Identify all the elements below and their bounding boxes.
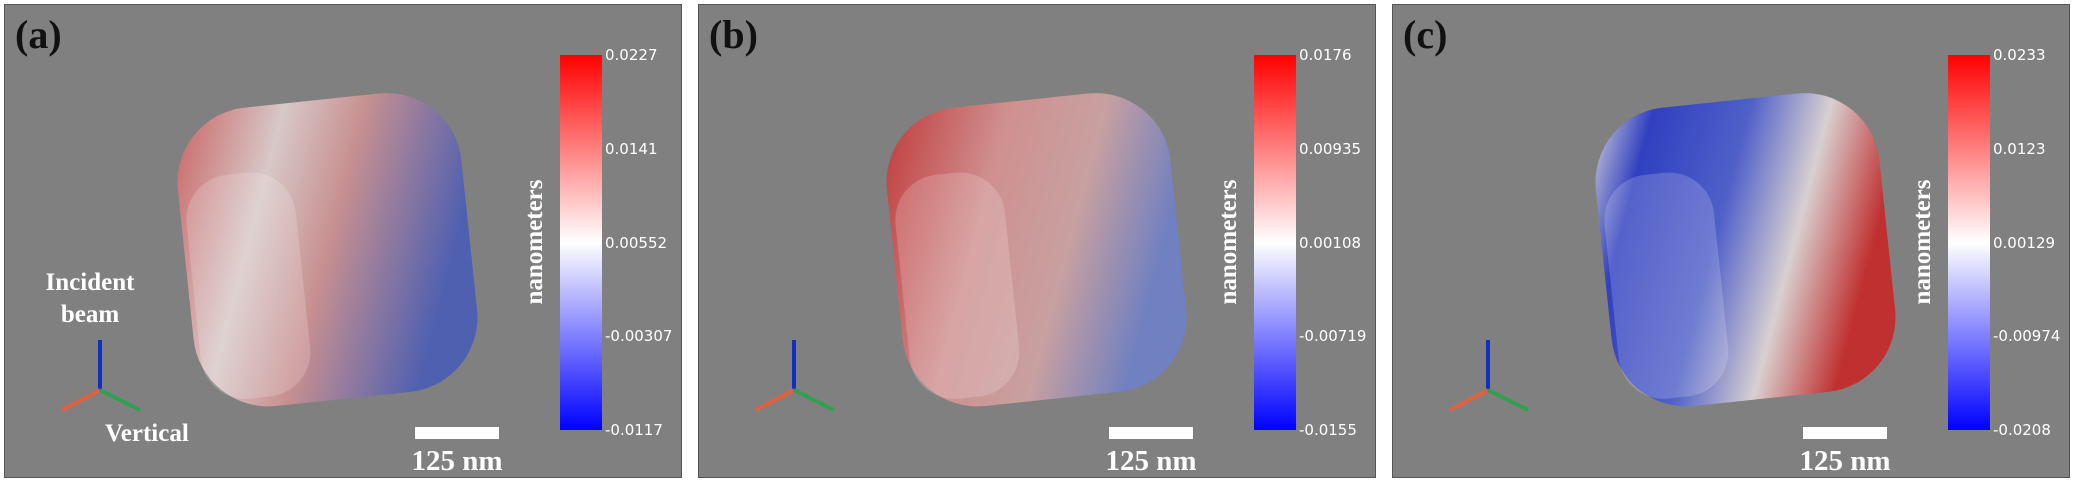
colorbar-tick-label: 0.00935 [1299,139,1362,158]
colorbar-tick-label: 0.0227 [605,46,658,64]
scale-bar [1109,427,1193,439]
particle [886,93,1187,407]
colorbar-tick-label: -0.00719 [1299,327,1367,346]
panel: (b) nanometers 0.0176 0.00935 0.00108 -0.0071… [698,4,1376,478]
scale-bar-label: 125 nm [411,445,503,477]
axis-x [755,388,795,412]
render [755,55,1296,439]
annotation: Incident beam [45,269,135,328]
particle-face [895,172,1020,399]
colorbar [1948,55,1990,430]
particle-face [186,172,311,399]
scale-bar [415,427,499,439]
colorbar-tick-label: 0.0141 [605,139,658,158]
scale-bar-label: 125 nm [1105,445,1197,477]
colorbar-tick-label: 0.0233 [1993,46,2046,64]
colorbar-tick-label: -0.00307 [605,327,673,346]
axis-y [1487,388,1529,412]
axis-y [793,388,835,412]
colorbar-tick-label: -0.0208 [1993,421,2051,439]
colorbar-tick-label: 0.0176 [1299,46,1352,64]
colorbar-tick-label: -0.0117 [605,421,663,439]
colorbar-tick-label: -0.0155 [1299,421,1357,439]
scale-bar-label: 125 nm [1799,445,1891,477]
scale-bar [1803,427,1887,439]
colorbar-title: nanometers [1909,179,1936,305]
axis-y [99,388,141,412]
colorbar-title: nanometers [521,179,548,305]
particle-face [1604,172,1729,399]
render [61,55,602,439]
axis-x [1449,388,1489,412]
annotation: Vertical [105,420,189,447]
panel: (c) nanometers 0.0233 0.0123 0.00129 -0.00974… [1392,4,2070,478]
axis-x [61,388,101,412]
particle [177,93,478,407]
panel-label: (a) [15,12,62,57]
panel: (a) nanometers 0.0227 0.0141 0.00552 -0.00307… [4,4,682,478]
colorbar-tick-label: -0.00974 [1993,327,2061,346]
render [1449,55,1990,439]
panel-label: (c) [1403,12,1448,57]
colorbar-tick-label: 0.00552 [605,233,668,252]
colorbar [1254,55,1296,430]
colorbar-tick-label: 0.0123 [1993,139,2046,158]
colorbar-title: nanometers [1215,179,1242,305]
panel-label: (b) [709,12,758,57]
colorbar-tick-label: 0.00129 [1993,233,2056,252]
particle [1595,93,1896,407]
colorbar-tick-label: 0.00108 [1299,233,1362,252]
colorbar [560,55,602,430]
